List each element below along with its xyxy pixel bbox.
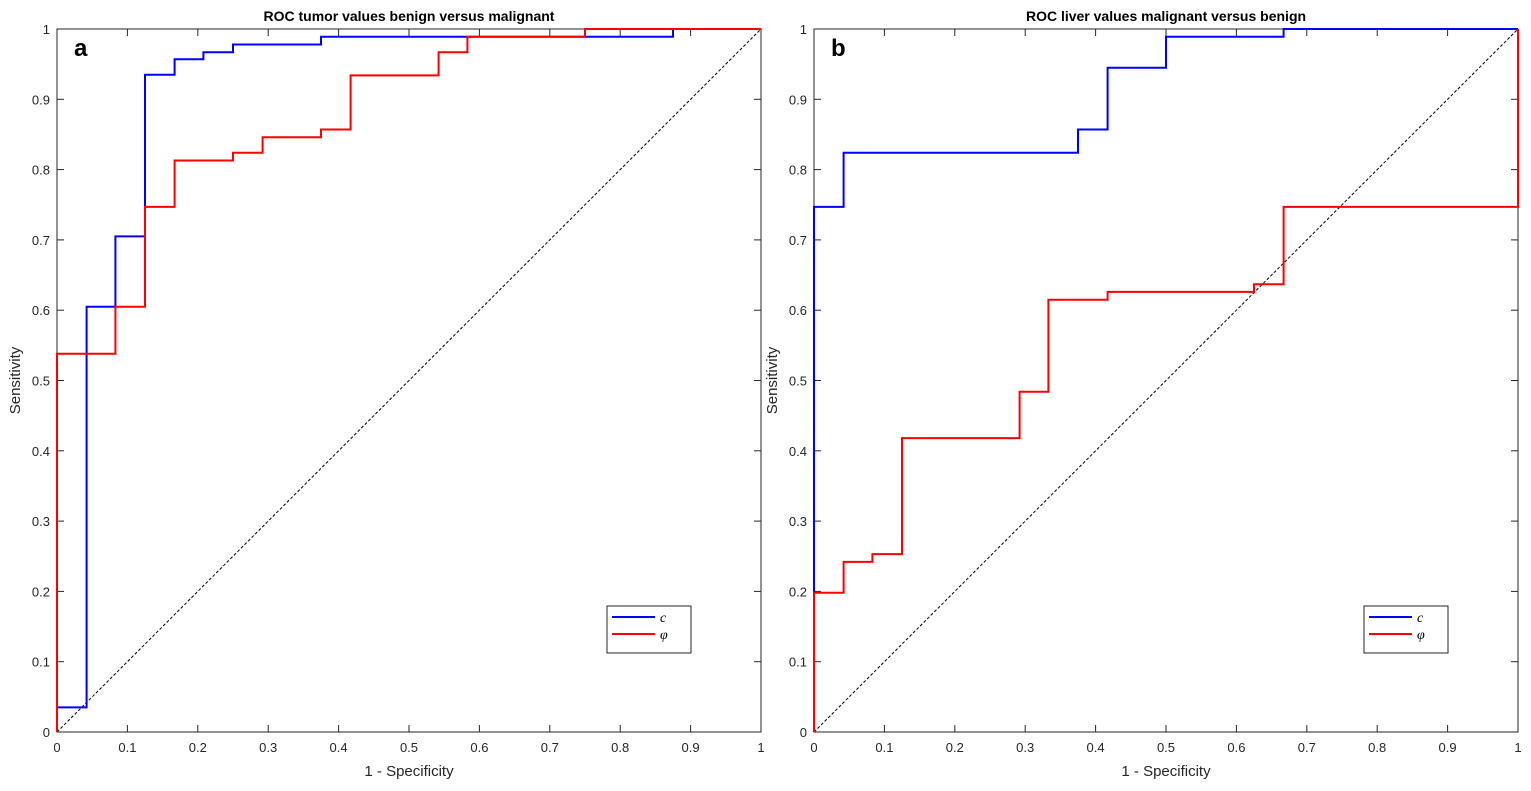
chart-panel-b: 0 0.1 0.2 0.3 0.4 0.5 0.6 0.7 0.8 0.9 1 0 0.1 0.2 0.3 0… [764,8,1522,780]
y-tick-label: 0.9 [32,92,50,107]
x-tick-label: 0.2 [946,740,964,755]
panel-label: b [831,35,846,62]
x-tick-label: 0.8 [1368,740,1386,755]
y-tick-label: 0.4 [789,444,807,459]
y-tick-label: 0.2 [32,584,50,599]
x-tick-label: 0.3 [1016,740,1034,755]
legend-box [606,605,692,654]
reference-diagonal-line [56,28,762,733]
x-tick-label: 1 [1514,740,1521,755]
y-tick-label: 0.6 [32,303,50,318]
y-tick-label: 0 [800,725,807,740]
chart-title: ROC liver values malignant versus benign [1026,8,1306,24]
x-axis-label: 1 - Specificity [364,763,454,780]
x-axis-label: 1 - Specificity [1121,763,1211,780]
legend-entry-label: φ [1417,628,1425,643]
y-tick-label: 0.8 [789,163,807,178]
x-tick-label: 0.5 [1157,740,1175,755]
x-tick-label: 0 [53,740,60,755]
y-tick-label: 0.7 [32,233,50,248]
chart-title: ROC tumor values benign versus malignant [264,8,555,24]
x-tick-label: 0.1 [875,740,893,755]
x-tick-label: 0.6 [470,740,488,755]
x-tick-label: 0.8 [611,740,629,755]
x-tick-label: 0.5 [400,740,418,755]
roc-series-line-c [813,28,1518,732]
y-tick-label: 0.5 [789,374,807,389]
roc-series-line-phi [813,29,1519,732]
reference-diagonal-line [813,28,1519,733]
chart-panel-a: 0 0.1 0.2 0.3 0.4 0.5 0.6 0.7 0.8 0.9 1 0 0.1 0.2 0.3 0… [7,8,765,780]
legend: cφ [1363,605,1449,654]
legend-entry-label: φ [660,628,668,643]
y-tick-label: 0.2 [789,584,807,599]
x-tick-label: 0.7 [1298,740,1316,755]
y-tick-label: 0.3 [32,514,50,529]
y-tick-label: 0.1 [789,655,807,670]
y-tick-label: 0.8 [32,163,50,178]
roc-series-line-phi [56,28,761,732]
legend: cφ [606,605,692,654]
y-axis-label: Sensitivity [7,346,24,414]
x-tick-label: 0.9 [1439,740,1457,755]
x-tick-label: 0.1 [118,740,136,755]
y-tick-label: 0.6 [789,303,807,318]
y-tick-label: 0.5 [32,374,50,389]
x-tick-label: 0.4 [1087,740,1105,755]
y-tick-label: 0.1 [32,655,50,670]
y-axis-label: Sensitivity [764,346,781,414]
x-tick-label: 0.2 [189,740,207,755]
roc-series-line-c [57,28,761,709]
legend-entry-label: c [660,611,667,626]
y-tick-label: 0.9 [789,92,807,107]
x-tick-label: 0.6 [1227,740,1245,755]
y-tick-label: 0.4 [32,444,50,459]
x-tick-label: 1 [757,740,764,755]
y-tick-label: 0 [43,725,50,740]
x-tick-label: 0.7 [541,740,559,755]
x-tick-label: 0.3 [259,740,277,755]
panel-label: a [74,35,88,62]
y-tick-label: 1 [800,22,807,37]
x-tick-label: 0.9 [682,740,700,755]
legend-entry-label: c [1417,611,1424,626]
y-tick-label: 0.7 [789,233,807,248]
y-tick-label: 1 [43,22,50,37]
x-tick-label: 0.4 [330,740,348,755]
x-tick-label: 0 [810,740,817,755]
y-tick-label: 0.3 [789,514,807,529]
legend-box [1363,605,1449,654]
